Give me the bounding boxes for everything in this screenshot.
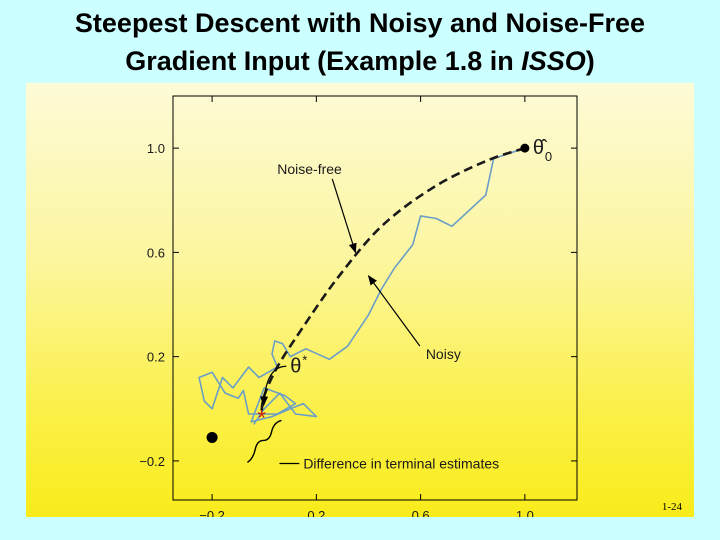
annotation-label: Noise-free xyxy=(277,161,342,177)
optimum-superscript: * xyxy=(302,352,307,367)
title-line-2: Gradient Input (Example 1.8 in ISSO) xyxy=(0,42,720,80)
optimum-label: θ xyxy=(290,355,301,377)
title-line-2-italic: ISSO xyxy=(521,46,586,76)
y-tick-label: −0.2 xyxy=(139,454,165,469)
annotation-arrow xyxy=(367,275,421,347)
page-number: 1-24 xyxy=(661,501,682,513)
y-tick-label: 0.2 xyxy=(147,350,165,365)
annotation-layer: Noise-free Noisy Difference in terminal es… xyxy=(247,161,499,472)
plot-frame xyxy=(172,95,578,501)
difference-brace xyxy=(247,419,282,464)
steepest-descent-chart: −0.2 0.2 0.6 1.01.00.60.2−0.2 Noise-freeNoi… xyxy=(139,95,578,517)
x-tick-label: −0.2 xyxy=(199,508,225,517)
series-noisy-line xyxy=(198,147,526,425)
y-tick-label: 1.0 xyxy=(147,141,165,156)
slide-title: Steepest Descent with Noisy and Noise-Fr… xyxy=(0,4,720,80)
series-noise-free-line xyxy=(260,146,526,412)
optimum-marker: * xyxy=(257,405,266,430)
title-line-2-suffix: ) xyxy=(585,46,595,76)
noisy-terminal-marker xyxy=(206,431,218,443)
marker-layer: θ̂ 0*θ * xyxy=(206,137,552,443)
annotation-label: Noisy xyxy=(426,346,461,362)
series-layer xyxy=(198,146,526,425)
title-line-1: Steepest Descent with Noisy and Noise-Fr… xyxy=(74,8,646,38)
initial-estimate-subscript: 0 xyxy=(545,149,552,164)
annotation-label: Difference in terminal estimates xyxy=(303,456,499,472)
annotation-arrow xyxy=(331,178,357,254)
optimum-arrow xyxy=(260,365,287,407)
x-tick-label: 0.6 xyxy=(412,508,430,517)
x-tick-label: 1.0 xyxy=(516,508,534,517)
y-tick-label: 0.6 xyxy=(147,245,165,260)
figure-panel: −0.2 0.2 0.6 1.0 1.0 0.6 0.2 −0.2 Noise-free Noi… xyxy=(26,83,694,517)
ticks-layer: −0.2 0.2 0.6 1.0 1.0 0.6 0.2 −0.2 xyxy=(139,96,577,517)
title-line-2-prefix: Gradient Input (Example 1.8 in xyxy=(125,46,522,76)
x-tick-label: 0.2 xyxy=(307,508,325,517)
initial-estimate-marker xyxy=(520,143,530,153)
